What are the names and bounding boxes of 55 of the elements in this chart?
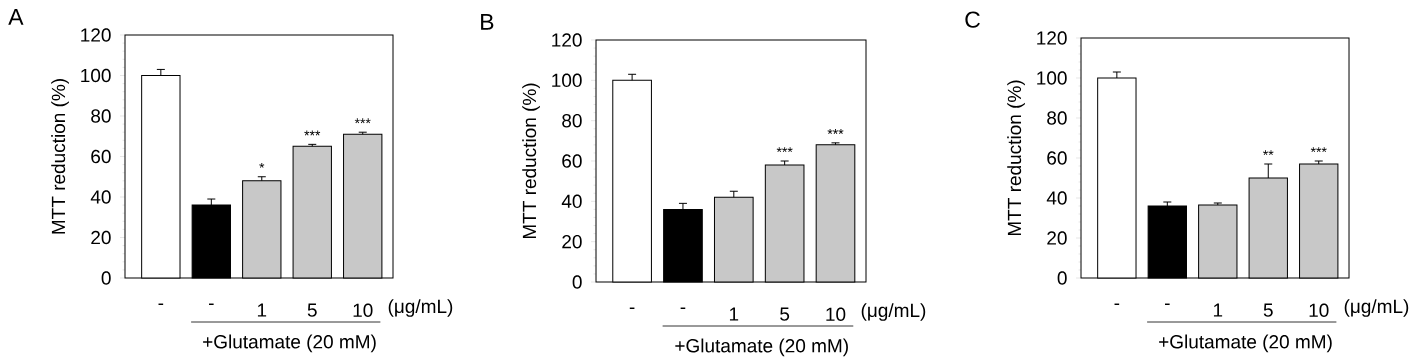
annotation: *** [776, 147, 793, 153]
y-tick-label: 80 [562, 113, 582, 128]
chart-title: C [965, 11, 980, 28]
x-tick-label: - [629, 307, 635, 310]
x-tick-label: 10 [1309, 303, 1329, 317]
annotation: ** [1263, 150, 1274, 156]
annotation: * [259, 162, 265, 168]
y-tick-label: 20 [562, 234, 582, 249]
text: (μg/mL) [388, 299, 453, 317]
x-tick-label: 10 [826, 307, 846, 321]
annotation: *** [1310, 147, 1327, 153]
y-tick-label: 40 [1046, 191, 1067, 205]
y-tick-label: 60 [91, 149, 111, 164]
x-tick-label: 10 [353, 303, 373, 317]
y-tick-label: 40 [561, 194, 582, 209]
x-axis-title: +Glutamate (20 mM) [203, 334, 376, 353]
x-tick-label: 1 [729, 307, 739, 321]
annotation: *** [354, 118, 371, 124]
x-tick-label: 5 [1263, 303, 1273, 317]
y-tick-label: 20 [1047, 231, 1067, 245]
y-tick-label: 100 [81, 68, 111, 83]
y-tick-label: 0 [1057, 271, 1067, 285]
x-axis-title: +Glutamate (20 mM) [1159, 334, 1332, 353]
x-tick-label: - [208, 303, 214, 306]
annotation: *** [304, 130, 321, 136]
x-tick-label: - [158, 303, 164, 306]
y-tick-label: 80 [91, 109, 111, 123]
annotation: *** [827, 129, 844, 134]
y-tick-label: 0 [572, 275, 582, 289]
x-tick-label: 5 [780, 307, 790, 321]
x-tick-label: 5 [307, 303, 317, 317]
y-tick-label: 60 [562, 154, 582, 168]
y-axis-title: MTT reduction (%) [522, 83, 540, 239]
chart-title: B [481, 13, 494, 30]
y-tick-label: 60 [1047, 151, 1067, 165]
x-tick-label: - [680, 307, 686, 310]
y-tick-label: 120 [552, 33, 582, 47]
x-axis-title: +Glutamate (20 mM) [675, 338, 848, 357]
y-tick-label: 0 [101, 271, 111, 285]
y-tick-label: 80 [1047, 111, 1067, 125]
y-tick-label: 100 [552, 73, 582, 88]
y-axis-title: MTT reduction (%) [51, 79, 69, 234]
y-tick-label: 120 [1037, 31, 1067, 45]
y-tick-label: 20 [91, 230, 111, 245]
x-tick-label: 1 [1213, 303, 1223, 317]
x-tick-label: - [1114, 303, 1120, 306]
chart-title: A [8, 8, 24, 25]
text: (μg/mL) [861, 303, 926, 321]
x-tick-label: 1 [257, 303, 267, 317]
x-tick-label: - [1165, 303, 1170, 306]
y-tick-label: 100 [1037, 71, 1067, 85]
text: (μg/mL) [1344, 299, 1409, 317]
y-tick-label: 120 [81, 28, 111, 42]
y-axis-title: MTT reduction (%) [1007, 80, 1025, 236]
y-tick-label: 40 [90, 190, 111, 204]
